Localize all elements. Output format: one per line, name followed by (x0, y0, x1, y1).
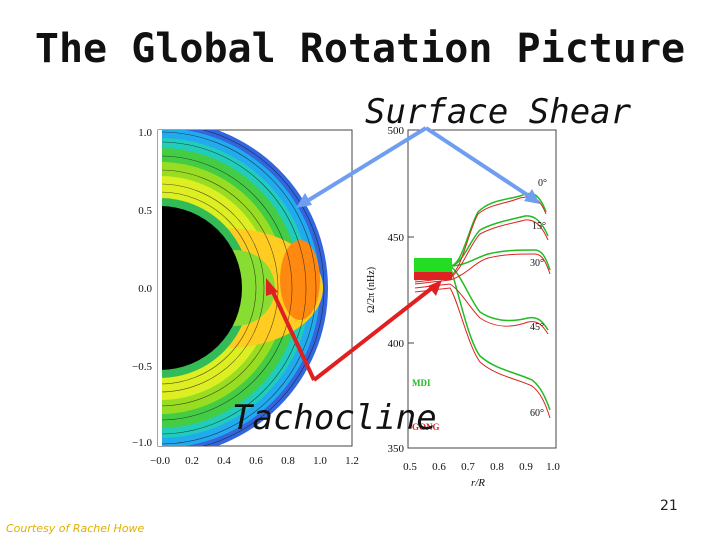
latitude-label: 30° (530, 258, 544, 269)
left-plot-y-ticks: 1.0 0.5 0.0 −0.5 −1.0 (132, 127, 152, 449)
right-x-tick: 0.9 (519, 461, 533, 473)
right-y-tick: 450 (388, 232, 405, 244)
right-x-tick: 0.6 (432, 461, 446, 473)
left-y-tick: −0.5 (132, 361, 152, 373)
right-plot-y-ticks: 500 450 400 350 (388, 125, 405, 455)
surface-shear-label: Surface Shear (365, 92, 632, 132)
tachocline-label: Tachocline (232, 398, 437, 438)
left-x-tick: 0.4 (217, 455, 231, 467)
right-y-axis-label: Ω/2π (nHz) (366, 267, 377, 313)
right-x-tick: 0.7 (461, 461, 475, 473)
left-x-tick: 0.6 (249, 455, 263, 467)
slide-title: The Global Rotation Picture (34, 26, 686, 72)
credit-text: Courtesy of Rachel Howe (6, 522, 145, 535)
latitude-label: 0° (538, 178, 547, 189)
legend-mdi: MDI (412, 378, 431, 388)
latitude-label: 45° (530, 322, 544, 333)
left-x-tick: 0.2 (185, 455, 199, 467)
left-x-tick: −0.0 (150, 455, 170, 467)
page-number: 21 (660, 498, 678, 514)
tachocline-arrows (266, 278, 442, 382)
surface-shear-arrows (296, 126, 540, 208)
left-x-tick: 0.8 (281, 455, 295, 467)
latitude-label: 15° (532, 221, 546, 232)
right-x-tick: 0.5 (403, 461, 417, 473)
left-y-tick: 1.0 (138, 127, 152, 139)
left-x-tick: 1.2 (345, 455, 359, 467)
rotation-contour-plot (157, 129, 353, 447)
right-x-tick: 1.0 (546, 461, 560, 473)
right-y-tick: 500 (388, 125, 405, 137)
latitude-labels: 0° 15° 30° 45° 60° (530, 178, 547, 419)
right-plot-x-ticks: 0.5 0.6 0.7 0.8 0.9 1.0 (403, 461, 560, 473)
left-x-tick: 1.0 (313, 455, 327, 467)
right-x-axis-label: r/R (471, 477, 485, 489)
left-y-tick: 0.5 (138, 205, 152, 217)
right-y-tick: 400 (388, 338, 405, 350)
left-y-tick: 0.0 (138, 283, 152, 295)
latitude-label: 60° (530, 408, 544, 419)
right-x-tick: 0.8 (490, 461, 504, 473)
left-plot-x-ticks: −0.0 0.2 0.4 0.6 0.8 1.0 1.2 (150, 455, 359, 467)
right-y-tick: 350 (388, 443, 405, 455)
left-y-tick: −1.0 (132, 437, 152, 449)
legend-gong: GONG (412, 422, 440, 432)
